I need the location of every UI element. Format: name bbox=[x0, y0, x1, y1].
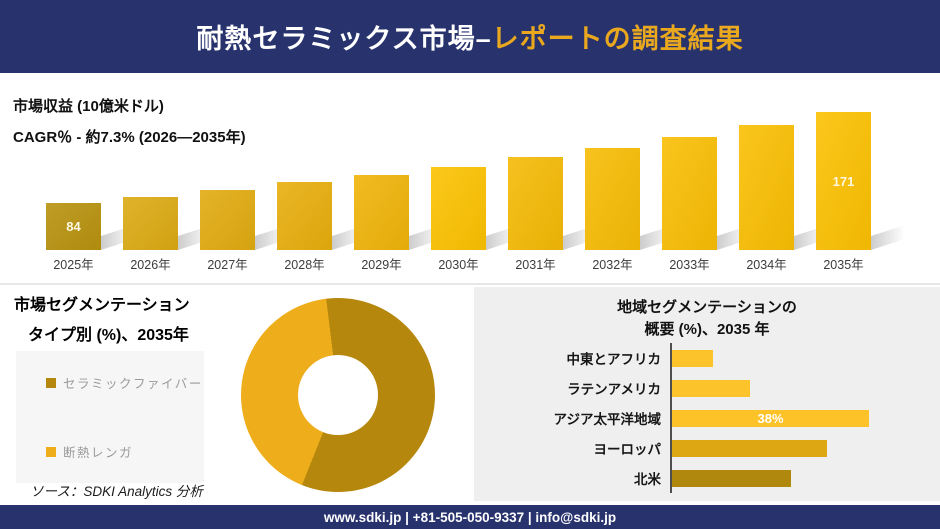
region-bar-area bbox=[670, 343, 940, 373]
region-row: 北米 bbox=[474, 463, 940, 493]
region-bar-area bbox=[670, 373, 940, 403]
revenue-bar-2025: 84 bbox=[46, 203, 101, 250]
bar-column-2026: 2026年 bbox=[112, 197, 189, 273]
bar-column-2035: 171 2035年 bbox=[805, 112, 882, 273]
legend-label: セラミックファイバー bbox=[63, 377, 203, 391]
revenue-bar-2033 bbox=[662, 137, 717, 250]
bar-column-2033: 2033年 bbox=[651, 137, 728, 273]
page-title-main: 耐熱セラミックス市場– bbox=[196, 24, 492, 54]
revenue-section: 市場収益 (10億米ドル) CAGR％ - 約7.3% (2026―2035年)… bbox=[0, 73, 940, 285]
region-label: 中東とアフリカ bbox=[566, 352, 662, 367]
x-axis-label: 2028年 bbox=[284, 258, 325, 272]
source-note: ソース：SDKI Analytics 分析 bbox=[30, 484, 203, 499]
revenue-bar-2031 bbox=[508, 157, 563, 250]
bar-column-2025: 84 2025年 bbox=[35, 203, 112, 273]
region-row: ラテンアメリカ bbox=[474, 373, 940, 403]
x-axis-label: 2035年 bbox=[823, 258, 864, 272]
revenue-heading: 市場収益 (10億米ドル) CAGR％ - 約7.3% (2026―2035年) bbox=[13, 91, 246, 153]
donut-legend: セラミックファイバー 断熱レンガ bbox=[16, 351, 204, 483]
region-bar-4 bbox=[672, 469, 791, 487]
revenue-bar-2030 bbox=[431, 167, 486, 250]
x-axis-label: 2030年 bbox=[438, 258, 479, 272]
legend-item: 断熱レンガ bbox=[46, 442, 204, 461]
bar-column-2031: 2031年 bbox=[497, 157, 574, 273]
type-segmentation-panel: 市場セグメンテーション タイプ別 (%)、2035年 セラミックファイバー 断熱レ… bbox=[0, 285, 466, 505]
region-panel: 地域セグメンテーションの 概要 (%)、2035 年 中東とアフリカ ラテンアメリ… bbox=[474, 287, 940, 501]
page-title: 耐熱セラミックス市場–レポートの調査結果 bbox=[196, 17, 743, 56]
revenue-bar-2034 bbox=[739, 125, 794, 250]
revenue-cagr: CAGR％ - 約7.3% (2026―2035年) bbox=[13, 129, 246, 146]
page-title-accent: レポートの調査結果 bbox=[491, 24, 744, 54]
revenue-bar-2027 bbox=[200, 190, 255, 250]
revenue-bar-2029 bbox=[354, 175, 409, 250]
region-label: アジア太平洋地域 bbox=[553, 412, 661, 427]
bottom-section: 市場セグメンテーション タイプ別 (%)、2035年 セラミックファイバー 断熱レ… bbox=[0, 285, 940, 505]
revenue-bar-2028 bbox=[277, 182, 332, 250]
region-bar-3 bbox=[672, 439, 827, 457]
region-bar-1 bbox=[672, 379, 750, 397]
bar-value-label: 171 bbox=[832, 173, 855, 189]
header: 耐熱セラミックス市場–レポートの調査結果 bbox=[0, 0, 940, 73]
region-bar-chart: 中東とアフリカ ラテンアメリカアジア太平洋地域 38% ヨーロッパ北米 bbox=[474, 343, 940, 493]
x-axis-label: 2026年 bbox=[130, 258, 171, 272]
type-seg-title-line1: 市場セグメンテーション bbox=[14, 297, 190, 314]
region-row: ヨーロッパ bbox=[474, 433, 940, 463]
bar-column-2028: 2028年 bbox=[266, 182, 343, 273]
bar-column-2030: 2030年 bbox=[420, 167, 497, 273]
x-axis-label: 2032年 bbox=[592, 258, 633, 272]
region-row: アジア太平洋地域 38% bbox=[474, 403, 940, 433]
revenue-bar-2035: 171 bbox=[816, 112, 871, 250]
region-bar-area bbox=[670, 463, 940, 493]
region-bar-area: 38% bbox=[670, 403, 940, 433]
bar-column-2034: 2034年 bbox=[728, 125, 805, 273]
region-title: 地域セグメンテーションの 概要 (%)、2035 年 bbox=[474, 287, 940, 341]
legend-swatch bbox=[46, 377, 56, 388]
donut-hole bbox=[298, 355, 378, 435]
region-bar-value: 38% bbox=[757, 410, 784, 426]
bar-column-2029: 2029年 bbox=[343, 175, 420, 273]
region-row: 中東とアフリカ bbox=[474, 343, 940, 373]
region-bar-2: 38% bbox=[672, 409, 869, 427]
region-bar-0 bbox=[672, 349, 713, 367]
x-axis-label: 2031年 bbox=[515, 258, 556, 272]
type-seg-title-line2: タイプ別 (%)、2035年 bbox=[28, 327, 189, 344]
revenue-bar-2032 bbox=[585, 148, 640, 250]
footer-text: www.sdki.jp | +81-505-050-9337 | info@sd… bbox=[323, 509, 617, 525]
x-axis-label: 2033年 bbox=[669, 258, 710, 272]
x-axis-label: 2027年 bbox=[207, 258, 248, 272]
revenue-bar-chart: 84 2025年 2026年 2027年 2028年 2029年 2030年 2031年 203… bbox=[35, 112, 883, 273]
type-donut-chart bbox=[241, 298, 435, 492]
x-axis-label: 2034年 bbox=[746, 258, 787, 272]
region-bar-area bbox=[670, 433, 940, 463]
x-axis-label: 2025年 bbox=[53, 258, 94, 272]
footer: www.sdki.jp | +81-505-050-9337 | info@sd… bbox=[0, 505, 940, 529]
x-axis-label: 2029年 bbox=[361, 258, 402, 272]
region-label: ヨーロッパ bbox=[593, 442, 662, 457]
legend-swatch bbox=[46, 446, 56, 457]
region-label: 北米 bbox=[634, 472, 661, 487]
bar-value-label: 84 bbox=[66, 219, 81, 234]
bar-column-2027: 2027年 bbox=[189, 190, 266, 273]
revenue-bar-2026 bbox=[123, 197, 178, 250]
legend-label: 断熱レンガ bbox=[63, 446, 134, 460]
section-divider bbox=[0, 283, 940, 285]
region-title-line1: 地域セグメンテーションの bbox=[617, 299, 797, 316]
bar-column-2032: 2032年 bbox=[574, 148, 651, 273]
legend-item: セラミックファイバー bbox=[46, 373, 204, 392]
revenue-title: 市場収益 (10億米ドル) bbox=[13, 98, 164, 115]
region-title-line2: 概要 (%)、2035 年 bbox=[644, 321, 770, 338]
region-label: ラテンアメリカ bbox=[567, 382, 661, 397]
type-seg-title: 市場セグメンテーション タイプ別 (%)、2035年 bbox=[14, 291, 190, 351]
